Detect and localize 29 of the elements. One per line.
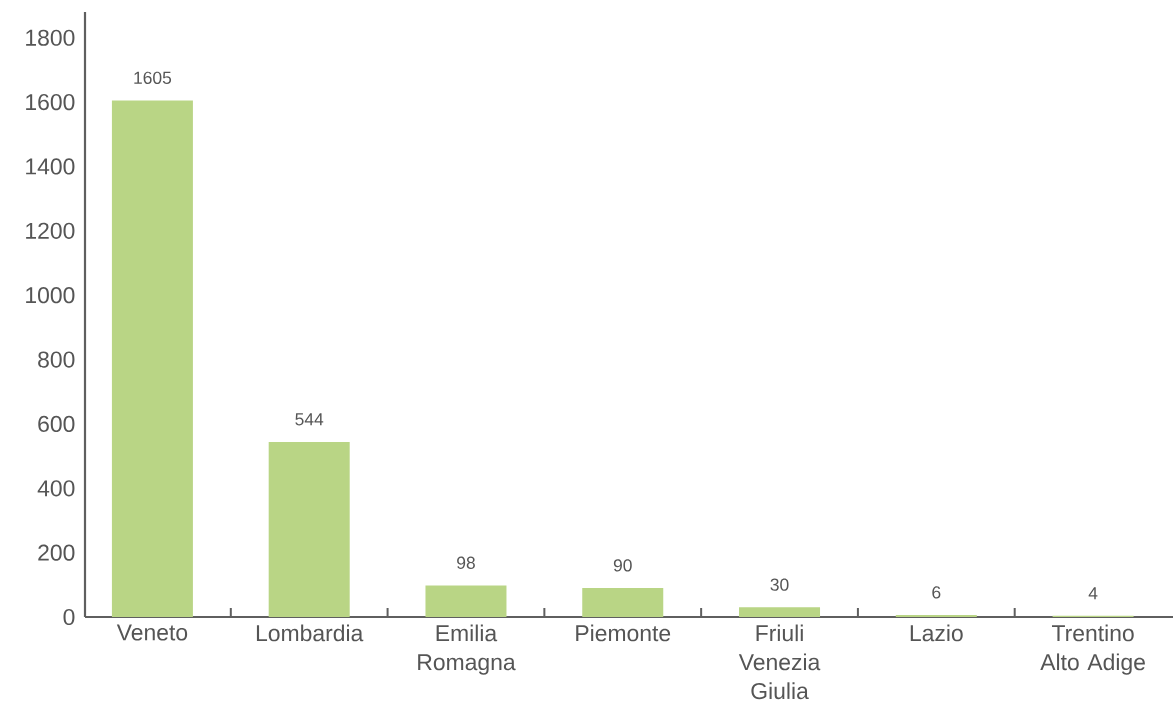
y-tick-label: 1400 <box>26 158 75 175</box>
bar <box>425 585 507 617</box>
x-tick-label: Lombardia <box>256 624 364 642</box>
data-label: 6 <box>932 586 941 599</box>
x-tick-label: Trentino Alto Adige <box>1040 624 1145 675</box>
y-tick-label: 1000 <box>26 287 75 304</box>
y-tick-label: 1600 <box>26 93 75 111</box>
x-tick-label: Veneto <box>116 624 188 641</box>
bar <box>111 100 193 617</box>
data-label: 30 <box>770 578 789 591</box>
data-label: 544 <box>295 413 324 426</box>
data-label: 90 <box>613 559 632 572</box>
y-tick-label: 0 <box>63 608 75 626</box>
data-label: 4 <box>1088 587 1098 600</box>
bar <box>268 441 350 617</box>
data-label: 1605 <box>134 71 172 84</box>
x-tick-label: Friuli Venezia Giulia <box>738 624 821 700</box>
y-tick-label: 1800 <box>26 29 75 46</box>
y-tick-label: 800 <box>38 351 75 368</box>
y-tick-label: 600 <box>38 415 75 433</box>
bar <box>582 588 664 617</box>
y-tick-label: 200 <box>38 544 75 561</box>
y-tick-label: 400 <box>37 480 75 497</box>
x-tick-label: Piemonte <box>576 624 671 642</box>
bar <box>739 607 821 617</box>
x-tick-label: Lazio <box>910 624 963 642</box>
y-tick-label: 1200 <box>26 222 75 239</box>
data-label: 98 <box>457 556 475 569</box>
x-tick-label: Emilia Romagna <box>418 624 516 675</box>
